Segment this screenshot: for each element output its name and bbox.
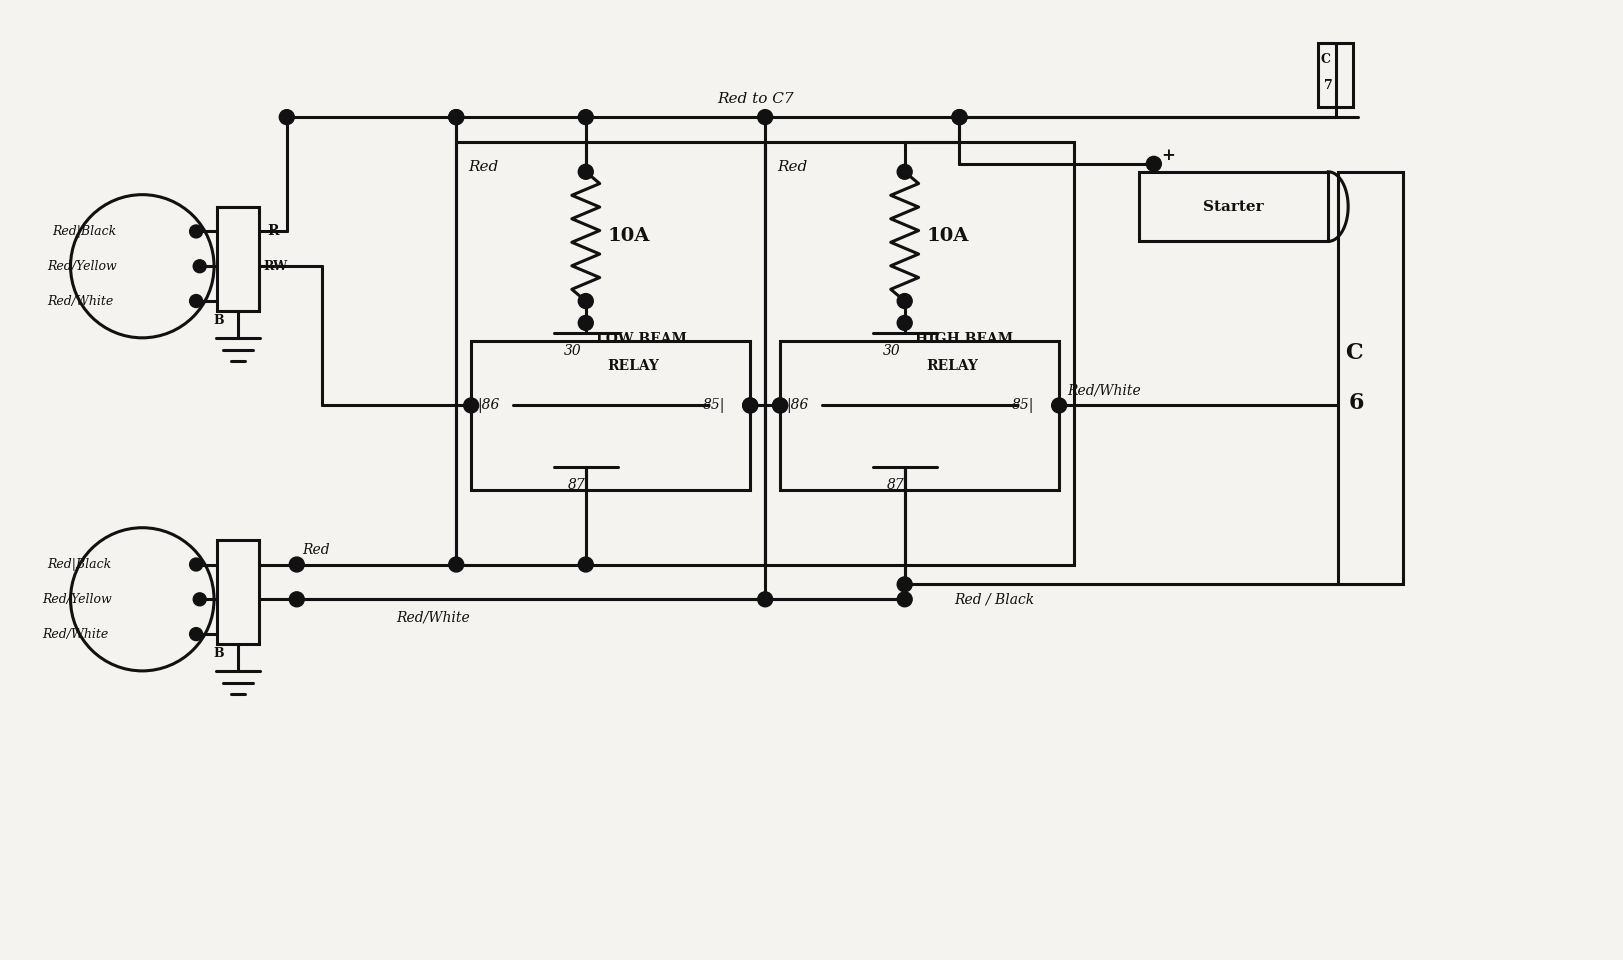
Circle shape — [951, 109, 966, 125]
Circle shape — [578, 557, 592, 572]
Text: Red: Red — [302, 542, 329, 557]
Text: B: B — [213, 647, 224, 660]
Text: Red|Black: Red|Black — [47, 558, 112, 571]
Circle shape — [896, 164, 912, 180]
Text: 87: 87 — [886, 478, 904, 492]
Circle shape — [758, 109, 773, 125]
Bar — [779, 341, 1058, 490]
Text: |86: |86 — [786, 398, 808, 413]
Circle shape — [1052, 398, 1066, 413]
Text: C: C — [1344, 342, 1362, 364]
Text: HIGH BEAM: HIGH BEAM — [914, 332, 1013, 346]
Circle shape — [896, 316, 912, 330]
Bar — [471, 341, 750, 490]
Text: Starter: Starter — [1203, 200, 1263, 213]
Circle shape — [289, 592, 304, 607]
Circle shape — [951, 109, 966, 125]
Text: Red/White: Red/White — [1066, 384, 1141, 397]
Text: 10A: 10A — [927, 228, 969, 246]
Circle shape — [279, 109, 294, 125]
Text: Red: Red — [777, 159, 807, 174]
Circle shape — [190, 225, 203, 238]
Circle shape — [1146, 156, 1160, 171]
Circle shape — [773, 398, 787, 413]
Circle shape — [742, 398, 758, 413]
Circle shape — [190, 295, 203, 307]
Text: 30: 30 — [563, 344, 581, 358]
Text: Red/White: Red/White — [42, 628, 109, 640]
Text: RELAY: RELAY — [927, 359, 979, 372]
Text: 87: 87 — [568, 478, 586, 492]
Text: Red/White: Red/White — [396, 611, 471, 624]
Bar — [764, 142, 1073, 564]
Text: |86: |86 — [477, 398, 500, 413]
Circle shape — [758, 592, 773, 607]
Text: B: B — [213, 315, 224, 327]
Text: 7: 7 — [1323, 79, 1332, 92]
Text: C: C — [1319, 53, 1329, 66]
Text: +: + — [1160, 148, 1173, 164]
Circle shape — [578, 294, 592, 308]
Text: Red to C7: Red to C7 — [716, 92, 794, 107]
Text: Red/White: Red/White — [47, 295, 114, 307]
Text: 6: 6 — [1347, 392, 1363, 414]
Bar — [1138, 172, 1328, 241]
Text: Red|Black: Red|Black — [52, 225, 117, 238]
Circle shape — [896, 294, 912, 308]
Circle shape — [578, 164, 592, 180]
Circle shape — [578, 316, 592, 330]
Bar — [1337, 172, 1402, 585]
Bar — [456, 142, 764, 564]
Text: 85|: 85| — [701, 398, 724, 413]
Circle shape — [896, 577, 912, 592]
Text: Red/Yellow: Red/Yellow — [42, 593, 112, 606]
Circle shape — [448, 109, 464, 125]
Text: R: R — [266, 225, 278, 238]
Bar — [1318, 42, 1352, 108]
Text: RELAY: RELAY — [607, 359, 659, 372]
Text: Red/Yellow: Red/Yellow — [47, 260, 117, 273]
Circle shape — [896, 592, 912, 607]
Text: Red / Black: Red / Black — [954, 592, 1034, 607]
Circle shape — [193, 260, 206, 273]
Text: 10A: 10A — [607, 228, 649, 246]
Text: Red: Red — [467, 159, 498, 174]
Text: 85|: 85| — [1011, 398, 1034, 413]
Circle shape — [190, 558, 203, 571]
Bar — [217, 206, 258, 311]
Circle shape — [464, 398, 479, 413]
Circle shape — [742, 398, 758, 413]
Bar — [217, 540, 258, 644]
Text: LOW BEAM: LOW BEAM — [596, 332, 687, 346]
Circle shape — [578, 109, 592, 125]
Circle shape — [448, 557, 464, 572]
Text: RW: RW — [263, 260, 287, 273]
Circle shape — [289, 557, 304, 572]
Text: 30: 30 — [883, 344, 899, 358]
Circle shape — [773, 398, 787, 413]
Circle shape — [448, 109, 464, 125]
Circle shape — [190, 628, 203, 640]
Circle shape — [193, 593, 206, 606]
